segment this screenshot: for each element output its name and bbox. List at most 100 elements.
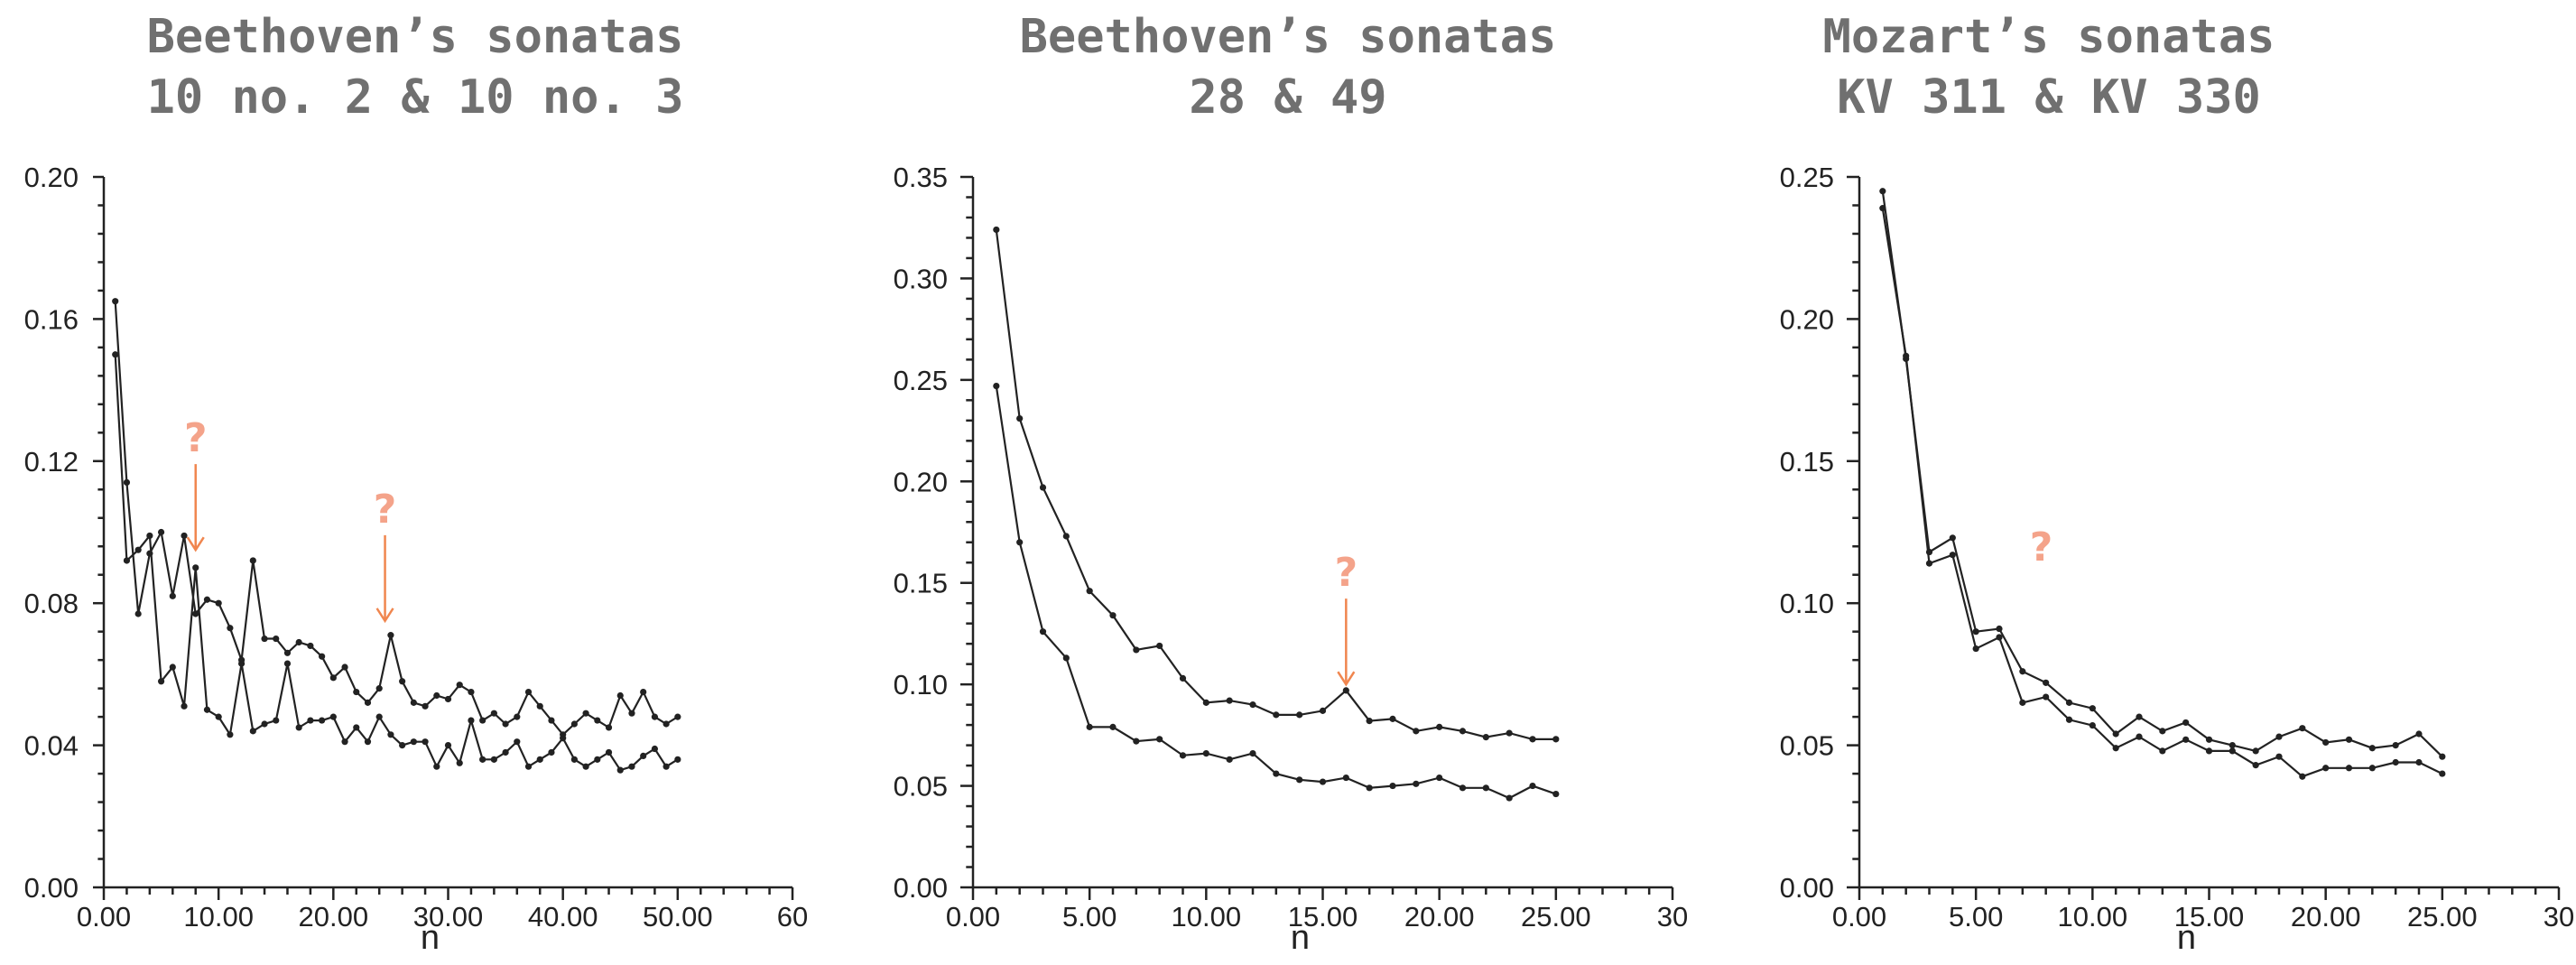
series-1-point (1296, 711, 1303, 719)
series-2-point (1903, 352, 1910, 359)
series-2-point (479, 756, 486, 763)
chart-panel-3: Mozart’s sonatas KV 311 & KV 330 0.00 0.05 0… (1780, 10, 2575, 957)
series-1-point (1249, 701, 1256, 709)
series-1-point (192, 610, 199, 617)
series-1-point (2439, 753, 2446, 760)
x-tick-label: 10.00 (1172, 901, 1242, 933)
x-tick-label: 5.00 (1949, 901, 2003, 933)
x-tick-label: 20.00 (1404, 901, 1475, 933)
y-tick-label: 0.16 (24, 303, 79, 335)
y-tick-label: 0.15 (894, 568, 948, 599)
x-tick-label: 10.00 (2058, 901, 2128, 933)
series-2-point (157, 678, 165, 685)
series-2-point (2159, 747, 2166, 755)
series-2-point (1249, 749, 1256, 757)
y-tick-label: 0.25 (894, 365, 948, 396)
series-2-point (1366, 784, 1373, 792)
series-1-point (2182, 719, 2190, 727)
series-2-point (353, 724, 360, 731)
series-1-point (215, 599, 222, 607)
series-1-point (2019, 668, 2026, 675)
y-tick-label: 0.08 (24, 588, 79, 619)
series-2-point (329, 713, 337, 720)
series-2-point (490, 756, 497, 763)
series-2-point (1342, 774, 1349, 782)
series-1-point (2252, 747, 2259, 755)
y-tick-label: 0.12 (24, 446, 79, 478)
series-2-point (295, 724, 302, 731)
chart-title-line-1: Mozart’s sonatas (1823, 10, 2275, 64)
y-tick-label: 0.20 (24, 162, 79, 193)
series-2-point (2392, 758, 2399, 766)
series-2-point (2112, 745, 2119, 752)
series-2-point (1879, 205, 1886, 212)
series-1-point (582, 710, 589, 717)
x-tick-label: 25.00 (1521, 901, 1591, 933)
series-1-point (134, 610, 142, 617)
series-1-point (536, 702, 543, 710)
y-tick-label: 0.35 (894, 162, 948, 193)
series-2-point (2252, 762, 2259, 769)
series-1-point (1109, 612, 1117, 619)
x-tick-label: 20.00 (2291, 901, 2361, 933)
chart-title-line-1: Beethoven’s sonatas (147, 10, 684, 64)
series-2-point (605, 748, 613, 756)
chart-title-line-2: KV 311 & KV 330 (1837, 70, 2261, 125)
series-2-point (456, 759, 463, 766)
series-1-point (181, 532, 188, 540)
series-1-point (594, 717, 601, 724)
series-1-point (2229, 742, 2236, 749)
series-2-point (341, 738, 348, 746)
series-1-point (2065, 699, 2073, 706)
series-2-point (444, 742, 452, 749)
series-2-point (2043, 693, 2050, 701)
series-2-point (1202, 749, 1209, 757)
series-1-point (1016, 414, 1024, 422)
series-2-point (524, 763, 533, 770)
series-1-point (157, 528, 165, 536)
series-2-point (502, 748, 509, 756)
series-1-point (1086, 588, 1093, 595)
series-2-point (1925, 560, 1933, 567)
series-2-point (307, 717, 314, 724)
series-2-point (594, 756, 601, 763)
series-1-point (227, 625, 234, 632)
x-axis-label: n (1291, 919, 1310, 957)
series-2-point (2415, 758, 2423, 766)
series-1-point (2345, 736, 2353, 743)
series-1-point (2089, 705, 2096, 712)
series-1-point (1996, 625, 2003, 633)
series-2-point (2136, 733, 2143, 740)
series-1-point (616, 691, 624, 700)
series-2-point (146, 532, 153, 540)
series-1-point (2322, 738, 2330, 747)
series-1-point (651, 713, 659, 720)
chart-panel-2: Beethoven’s sonatas 28 & 49 0.00 0.05 0.10 0.… (894, 10, 1689, 957)
y-tick-label: 0.20 (894, 466, 948, 497)
series-2-point (1529, 782, 1536, 790)
series-1-point (468, 688, 475, 696)
series-1-point (479, 717, 486, 724)
series-2-point (1226, 756, 1233, 763)
series-1-point (674, 713, 681, 720)
series-1-point (295, 638, 302, 646)
series-1-point (605, 724, 613, 731)
series-2-point (134, 546, 142, 553)
y-tick-label: 0.05 (894, 771, 948, 803)
series-1-point (1133, 646, 1140, 654)
series-1-point (1949, 534, 1956, 542)
series-2-point (640, 752, 647, 760)
series-2-point (1156, 736, 1163, 743)
series-1-point (502, 720, 509, 728)
series-1-point (1529, 736, 1536, 743)
series-1-point (1482, 734, 1489, 741)
series-2-point (514, 738, 521, 746)
series-1-point (422, 702, 429, 710)
series-2-point (468, 717, 475, 724)
series-2-point (422, 738, 429, 746)
x-tick-label: 50.00 (643, 901, 713, 933)
series-2-point (536, 756, 543, 763)
series-2-point (1482, 784, 1489, 792)
chart-title-line-2: 28 & 49 (1189, 70, 1386, 125)
series-1-point (123, 478, 131, 487)
